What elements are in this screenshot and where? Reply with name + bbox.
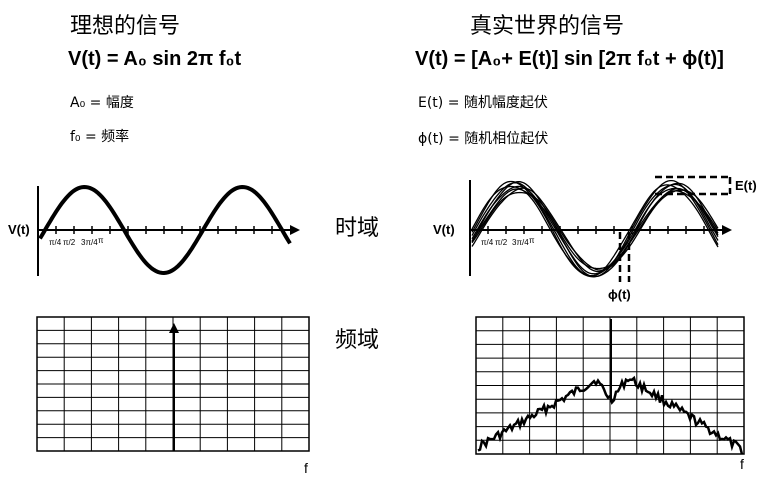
- phi-label: ϕ(t): [608, 287, 631, 302]
- real-signal-title: 真实世界的信号: [470, 14, 625, 39]
- left-time-plot: [37, 184, 300, 276]
- right-time-plot: [469, 175, 732, 282]
- right-tick-label: π/4: [481, 238, 494, 247]
- phase-noise-def: ϕ(t) = 随机相位起伏: [418, 131, 549, 147]
- noisy-sine-trace: [471, 187, 719, 273]
- time-domain-label: 时域: [335, 216, 380, 241]
- right-tick-label: π/2: [495, 238, 508, 247]
- right-vt-label: V(t): [433, 222, 455, 237]
- noisy-sine-waves: [471, 179, 719, 278]
- noisy-sine-trace: [471, 184, 719, 277]
- right-freq-grid: [475, 316, 745, 455]
- left-tick-label: 3π/4: [81, 238, 98, 247]
- right-tick-label: 3π/4: [512, 238, 529, 247]
- right-f-label: f: [740, 456, 744, 472]
- phase-noise-spectrum: [477, 375, 744, 455]
- et-label: E(t): [735, 178, 757, 193]
- left-vt-label: V(t): [8, 222, 30, 237]
- phi-markers: [618, 232, 631, 282]
- ideal-formula: V(t) = A₀ sin 2π f₀t: [68, 48, 242, 70]
- amplitude-noise-def: E(t) = 随机幅度起伏: [418, 95, 548, 111]
- ideal-sine-wave: [38, 184, 292, 276]
- left-freq-grid: [36, 316, 310, 452]
- left-tick-label: π: [98, 236, 104, 245]
- left-tick-label: π/2: [63, 238, 76, 247]
- left-tick-label: π/4: [49, 238, 62, 247]
- real-formula: V(t) = [A₀+ E(t)] sin [2π f₀t + ϕ(t)]: [415, 48, 724, 70]
- amplitude-def: A₀ = 幅度: [70, 95, 134, 111]
- right-tick-label: π: [529, 236, 535, 245]
- frequency-def: f₀ = 频率: [70, 129, 130, 145]
- left-x-ticks: [55, 226, 273, 234]
- freq-domain-label: 频域: [335, 328, 380, 353]
- right-x-ticks: [487, 226, 705, 234]
- ideal-signal-title: 理想的信号: [70, 14, 181, 39]
- et-bracket: [655, 175, 732, 196]
- noisy-sine-trace: [471, 188, 719, 270]
- left-f-label: f: [304, 460, 308, 476]
- noisy-sine-trace: [471, 180, 719, 278]
